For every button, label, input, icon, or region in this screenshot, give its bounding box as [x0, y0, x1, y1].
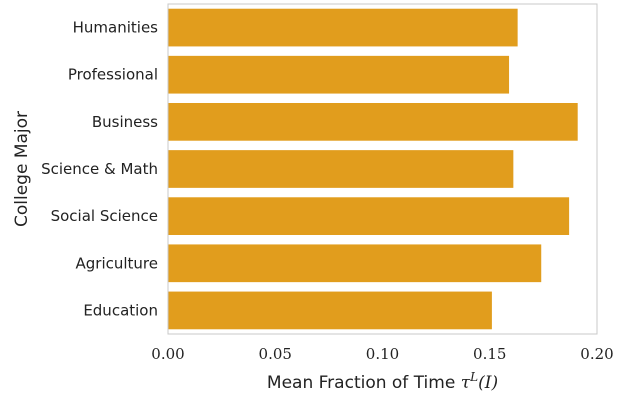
plot-frame	[167, 3, 598, 335]
bar	[168, 150, 514, 188]
category-label: Education	[83, 301, 158, 319]
bar	[168, 291, 492, 330]
x-tick-label: 0.00	[151, 345, 184, 363]
x-axis-label-text: Mean Fraction of Time	[267, 373, 461, 393]
x-axis-label-symbol: τ	[461, 373, 471, 393]
category-labels: Humanities Professional Business Science & …	[41, 19, 158, 320]
bars	[168, 8, 578, 330]
category-label: Humanities	[73, 19, 159, 37]
x-tick-label: 0.15	[473, 345, 506, 363]
bar	[168, 103, 578, 141]
bar	[168, 8, 518, 47]
category-label: Business	[92, 113, 158, 131]
x-axis-label-arg: (I)	[478, 373, 498, 393]
category-label: Science & Math	[41, 160, 158, 178]
bar	[168, 244, 542, 283]
bar	[168, 55, 510, 94]
x-tick-label: 0.05	[259, 345, 292, 363]
y-axis-label: College Major	[12, 111, 32, 227]
category-label: Social Science	[51, 207, 158, 225]
bar	[168, 197, 570, 235]
x-axis-label-superscript: L	[469, 370, 478, 384]
category-label: Agriculture	[76, 254, 159, 272]
category-label: Professional	[68, 66, 158, 84]
x-tick-label: 0.10	[366, 345, 399, 363]
x-tick-label: 0.20	[580, 345, 613, 363]
x-tick-labels: 0.00 0.05 0.10 0.15 0.20	[151, 345, 613, 363]
x-axis-label: Mean Fraction of Time τL(I)	[267, 370, 498, 393]
